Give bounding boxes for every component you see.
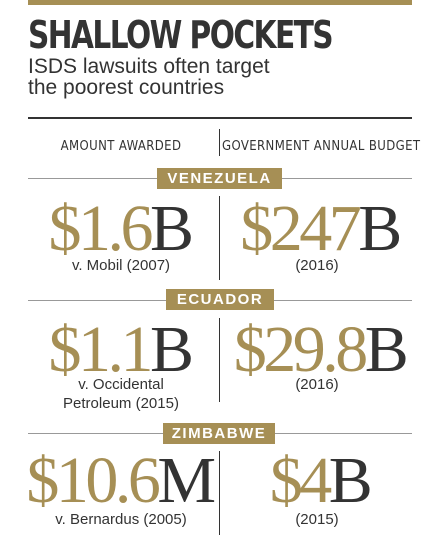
column-header-government-budget: GOVERNMENT ANNUAL BUDGET <box>222 139 421 154</box>
budget-unit: B <box>364 313 409 386</box>
subtitle-line: the poorest countries <box>28 76 225 99</box>
caption-line: v. Bernardus (2005) <box>55 511 187 528</box>
caption-line: (2016) <box>295 257 339 274</box>
subtitle-line: ISDS lawsuits often target <box>28 55 270 78</box>
column-header-divider <box>219 129 220 156</box>
header-rule <box>28 117 412 119</box>
column-header-amount-awarded: AMOUNT AWARDED <box>60 139 182 154</box>
budget-number: $4 <box>269 444 333 517</box>
caption-line: v. Occidental <box>78 376 164 393</box>
graphic-subtitle: ISDS lawsuits often target the poorest c… <box>28 56 270 98</box>
graphic-title: SHALLOW POCKETS <box>28 13 334 57</box>
award-caption: v. Mobil (2007) <box>26 256 216 275</box>
budget-caption: (2016) <box>222 256 412 275</box>
amount-unit: B <box>149 313 194 386</box>
budget-caption: (2015) <box>222 510 412 529</box>
amount-unit: B <box>149 192 194 265</box>
country-tag-ecuador: ECUADOR <box>166 289 274 310</box>
value-divider <box>219 196 220 280</box>
amount-awarded-value: $1.6B <box>22 196 217 262</box>
caption-line: (2016) <box>295 376 339 393</box>
caption-line: (2015) <box>295 511 339 528</box>
amount-number: $1.1 <box>48 313 153 386</box>
award-caption: v. Occidental Petroleum (2015) <box>26 375 216 413</box>
amount-awarded-value: $1.1B <box>22 317 217 383</box>
amount-number: $10.6 <box>26 444 161 517</box>
budget-unit: B <box>328 444 373 517</box>
award-caption: v. Bernardus (2005) <box>26 510 216 529</box>
budget-number: $247 <box>240 192 362 265</box>
amount-number: $1.6 <box>48 192 153 265</box>
budget-unit: B <box>358 192 402 265</box>
amount-awarded-value: $10.6M <box>22 448 217 514</box>
country-tag-venezuela: VENEZUELA <box>157 168 282 189</box>
caption-line: v. Mobil (2007) <box>71 257 171 274</box>
budget-value: $29.8B <box>222 317 417 383</box>
amount-unit: M <box>157 444 216 517</box>
top-accent-bar <box>28 0 412 5</box>
budget-value: $247B <box>222 196 417 262</box>
budget-caption: (2016) <box>222 375 412 394</box>
caption-line: Petroleum (2015) <box>63 395 179 412</box>
budget-value: $4B <box>222 448 417 514</box>
budget-number: $29.8 <box>233 313 369 386</box>
value-divider <box>219 318 220 402</box>
value-divider <box>219 451 220 535</box>
country-tag-zimbabwe: ZIMBABWE <box>163 423 275 444</box>
